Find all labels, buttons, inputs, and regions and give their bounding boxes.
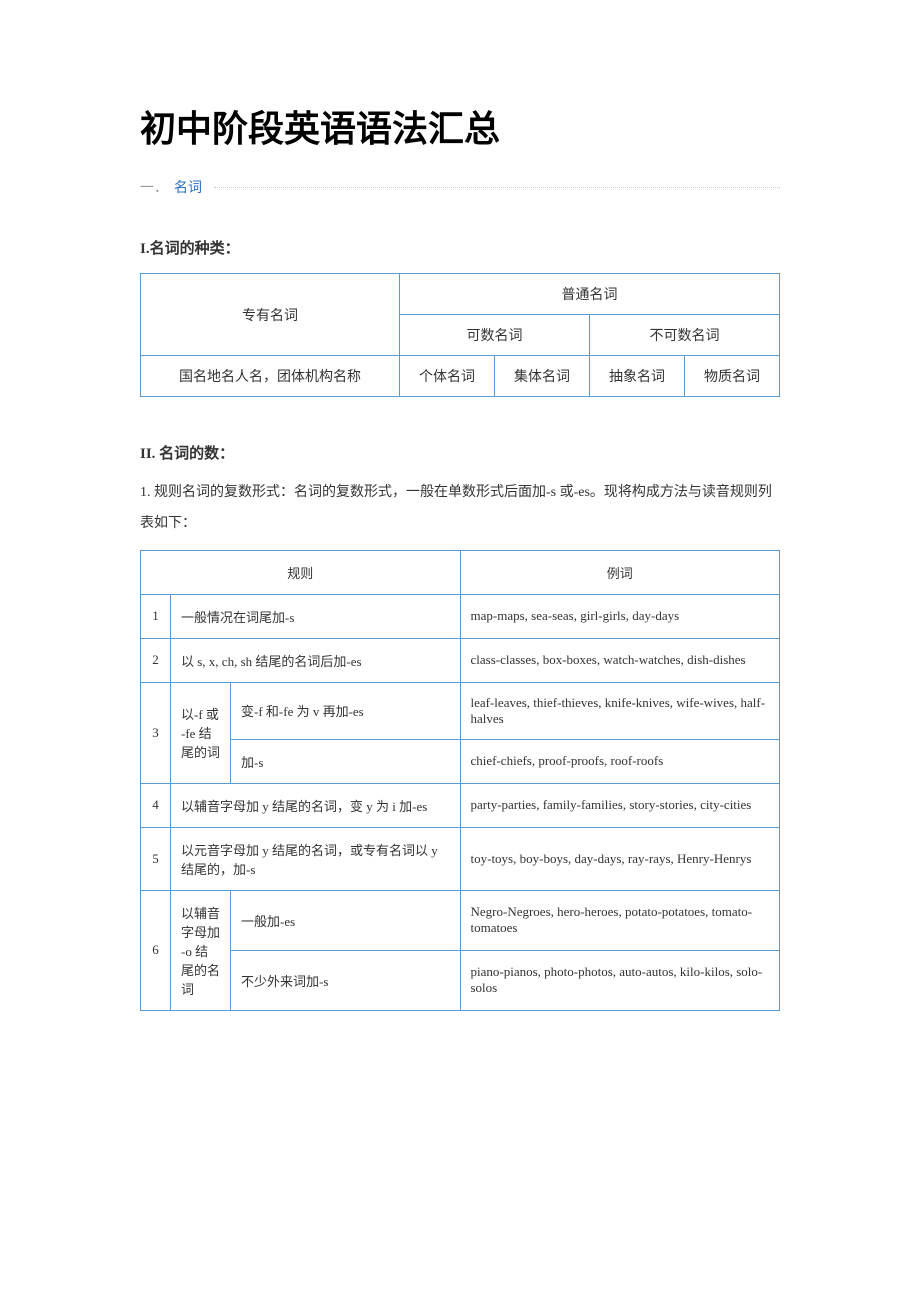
row6-ex-b: piano-pianos, photo-photos, auto-autos, … xyxy=(460,950,780,1010)
cell-abstract: 抽象名词 xyxy=(589,356,684,397)
noun-types-table: 专有名词 普通名词 可数名词 不可数名词 国名地名人名，团体机构名称 个体名词 … xyxy=(140,273,780,397)
cell-material: 物质名词 xyxy=(684,356,779,397)
document-title: 初中阶段英语语法汇总 xyxy=(140,100,780,152)
row6-rule-a: 一般加-es xyxy=(231,890,461,950)
section-index: 一． xyxy=(140,177,168,197)
row5-rule: 以元音字母加 y 结尾的名词，或专有名词以 y 结尾的，加-s xyxy=(171,827,461,890)
row6-rule-b: 不少外来词加-s xyxy=(231,950,461,1010)
cell-individual: 个体名词 xyxy=(399,356,494,397)
cell-proper-noun: 专有名词 xyxy=(141,274,400,356)
cell-collective: 集体名词 xyxy=(494,356,589,397)
row5-ex: toy-toys, boy-boys, day-days, ray-rays, … xyxy=(460,827,780,890)
row4-rule: 以辅音字母加 y 结尾的名词，变 y 为 i 加-es xyxy=(171,783,461,827)
row6-ex-a: Negro-Negroes, hero-heroes, potato-potat… xyxy=(460,890,780,950)
part2-intro: 1. 规则名词的复数形式：名词的复数形式，一般在单数形式后面加-s 或-es。现… xyxy=(140,478,780,540)
row2-ex: class-classes, box-boxes, watch-watches,… xyxy=(460,638,780,682)
row1-ex: map-maps, sea-seas, girl-girls, day-days xyxy=(460,594,780,638)
row1-num: 1 xyxy=(141,594,171,638)
row5-num: 5 xyxy=(141,827,171,890)
cell-countable: 可数名词 xyxy=(399,315,589,356)
section-link[interactable]: 名词 xyxy=(174,177,202,197)
row4-num: 4 xyxy=(141,783,171,827)
row1-rule: 一般情况在词尾加-s xyxy=(171,594,461,638)
plural-rules-table: 规则 例词 1 一般情况在词尾加-s map-maps, sea-seas, g… xyxy=(140,550,780,1011)
section-line: 一． 名词 xyxy=(140,177,780,197)
row3-left: 以-f 或 -fe 结尾的词 xyxy=(171,682,231,783)
row2-num: 2 xyxy=(141,638,171,682)
row3-rule-b: 加-s xyxy=(231,739,461,783)
row2-rule: 以 s, x, ch, sh 结尾的名词后加-es xyxy=(171,638,461,682)
row3-num: 3 xyxy=(141,682,171,783)
cell-uncountable: 不可数名词 xyxy=(589,315,779,356)
row3-ex-b: chief-chiefs, proof-proofs, roof-roofs xyxy=(460,739,780,783)
row3-ex-a: leaf-leaves, thief-thieves, knife-knives… xyxy=(460,682,780,739)
part2-heading: II. 名词的数： xyxy=(140,442,780,463)
dotted-leader xyxy=(214,187,780,188)
row6-left: 以辅音字母加 -o 结尾的名词 xyxy=(171,890,231,1010)
row4-ex: party-parties, family-families, story-st… xyxy=(460,783,780,827)
header-example: 例词 xyxy=(460,550,780,594)
header-rule: 规则 xyxy=(141,550,461,594)
part1-heading: I.名词的种类： xyxy=(140,237,780,258)
row3-rule-a: 变-f 和-fe 为 v 再加-es xyxy=(231,682,461,739)
cell-proper-examples: 国名地名人名，团体机构名称 xyxy=(141,356,400,397)
row6-num: 6 xyxy=(141,890,171,1010)
cell-common-noun: 普通名词 xyxy=(399,274,779,315)
